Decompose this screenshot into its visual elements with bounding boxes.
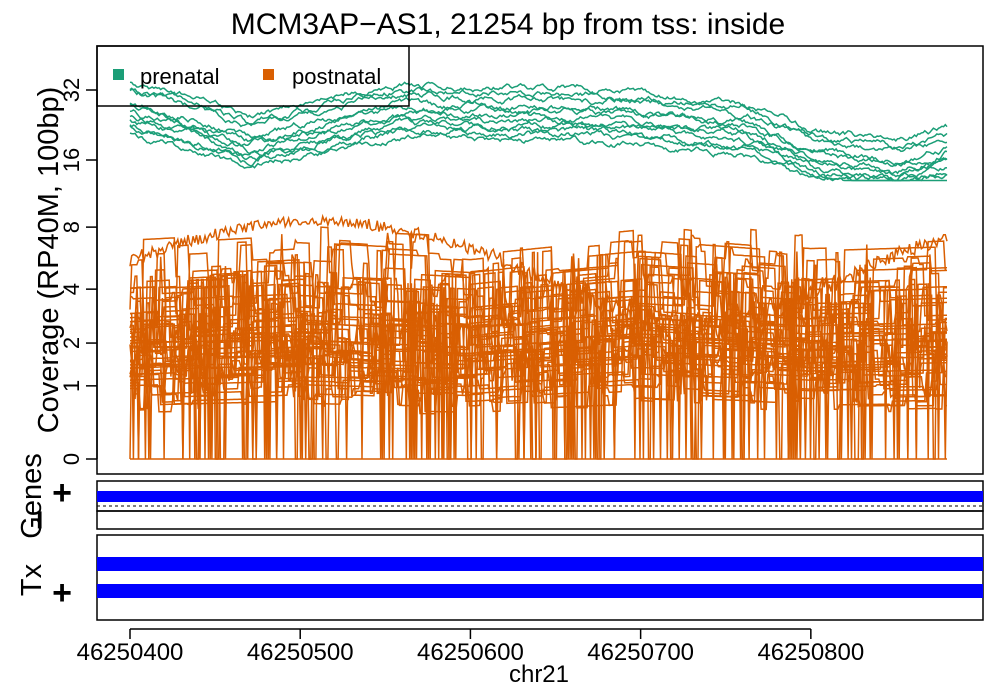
y-tick-label: 32: [59, 78, 84, 102]
postnatal-series-line: [129, 305, 947, 394]
legend-label-postnatal: postnatal: [292, 64, 381, 89]
tx-track-label: Tx: [16, 563, 48, 596]
postnatal-series-line: [130, 286, 948, 376]
y-axis: 0 1 2 4 8 16 32: [59, 78, 98, 465]
prenatal-series-line: [129, 122, 948, 182]
y-tick-label: 1: [59, 380, 84, 392]
coverage-plot-area: 0 1 2 4 8 16 32: [59, 45, 984, 475]
prenatal-series-line: [129, 116, 948, 182]
genes-plus-bar: [97, 491, 983, 502]
postnatal-series-line: [129, 249, 948, 460]
prenatal-series-line: [129, 86, 948, 150]
y-tick-label: 16: [59, 148, 84, 172]
genes-minus-strand-label: −: [21, 510, 59, 530]
prenatal-series-line: [129, 88, 948, 153]
x-tick-label: 46250700: [587, 639, 694, 666]
postnatal-series-line: [129, 251, 947, 355]
x-tick-label: 46250500: [247, 639, 354, 666]
x-axis-label: chr21: [509, 661, 569, 688]
x-tick-label: 46250400: [77, 639, 184, 666]
prenatal-series-line: [129, 103, 948, 168]
postnatal-series-line: [129, 213, 948, 343]
chart-title: MCM3AP−AS1, 21254 bp from tss: inside: [231, 8, 785, 41]
legend-swatch-prenatal: [113, 69, 124, 80]
series-layer: [129, 81, 948, 460]
legend-label-prenatal: prenatal: [140, 64, 220, 89]
prenatal-series-line: [129, 132, 947, 182]
prenatal-series-line: [129, 125, 948, 182]
postnatal-series-line: [130, 347, 947, 413]
tx-bar-1: [97, 557, 983, 571]
legend-swatch-postnatal: [263, 69, 274, 80]
legend: prenatal postnatal: [96, 45, 410, 107]
x-tick-label: 46250600: [417, 639, 524, 666]
postnatal-series-line: [129, 241, 947, 345]
legend-box: [96, 45, 410, 107]
genes-track: + − Genes: [16, 453, 984, 539]
y-axis-label: Coverage (RP40M, 100bp): [33, 87, 65, 434]
tx-bar-2: [97, 584, 983, 598]
y-tick-label: 0: [59, 453, 84, 465]
y-tick-label: 4: [59, 283, 84, 295]
x-tick-label: 46250800: [757, 639, 864, 666]
tx-frame: [96, 534, 984, 621]
postnatal-series-line: [129, 228, 948, 330]
tx-track: + Tx: [16, 534, 984, 621]
postnatal-series-line: [129, 263, 947, 361]
postnatal-series-line: [129, 226, 947, 335]
prenatal-series-line: [129, 113, 948, 175]
genes-minus-frame: [96, 510, 984, 530]
genes-plus-strand-label: +: [52, 474, 72, 512]
tx-strand-label: +: [52, 574, 72, 612]
postnatal-series-line: [129, 324, 947, 402]
postnatal-series-line: [130, 234, 948, 331]
prenatal-series-line: [129, 96, 948, 166]
genes-track-label: Genes: [16, 453, 48, 538]
x-axis: 46250400 46250500 46250600 46250700 46250800: [77, 628, 864, 666]
prenatal-series-line: [129, 81, 948, 143]
y-tick-label: 2: [59, 337, 84, 349]
y-tick-label: 8: [59, 221, 84, 233]
